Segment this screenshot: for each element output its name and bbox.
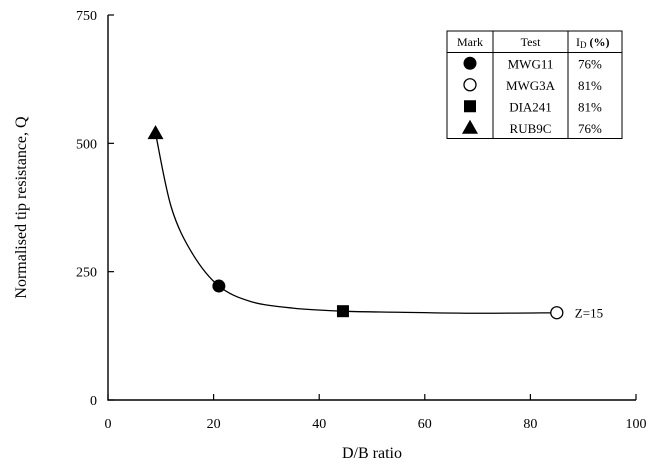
y-tick-label: 0 bbox=[90, 394, 97, 409]
y-tick-label: 500 bbox=[76, 137, 97, 152]
x-axis-label: D/B ratio bbox=[342, 445, 402, 462]
annotation-z15: Z=15 bbox=[575, 306, 603, 321]
x-tick-label: 40 bbox=[312, 417, 326, 432]
legend-id-value: 76% bbox=[578, 121, 602, 136]
x-tick-label: 80 bbox=[523, 417, 537, 432]
legend-test-name: RUB9C bbox=[510, 121, 552, 136]
data-point-mwg3a bbox=[550, 306, 564, 320]
legend-marker-dia241 bbox=[464, 100, 476, 113]
y-axis-label: Normalised tip resistance, Q bbox=[13, 116, 30, 299]
y-tick-label: 750 bbox=[76, 9, 97, 24]
legend-header-test: Test bbox=[521, 35, 541, 49]
trend-curve bbox=[154, 132, 557, 314]
data-markers bbox=[147, 125, 564, 320]
legend-id-value: 81% bbox=[578, 99, 602, 114]
y-tick-label: 250 bbox=[76, 266, 97, 281]
legend-test-name: MWG3A bbox=[506, 78, 556, 93]
x-tick-label: 0 bbox=[105, 417, 112, 432]
data-point-rub9c bbox=[147, 125, 164, 140]
legend-id-value: 76% bbox=[578, 56, 602, 71]
x-tick-label: 60 bbox=[418, 417, 432, 432]
legend-table: Mark Test ID (%) MWG11 76% MWG3A 81% DIA241 81% R… bbox=[446, 30, 623, 139]
legend-header-mark: Mark bbox=[457, 35, 483, 49]
x-tick-label: 20 bbox=[207, 417, 221, 432]
x-tick-label: 100 bbox=[626, 417, 647, 432]
legend-marker-mwg11 bbox=[463, 56, 477, 70]
legend-test-name: DIA241 bbox=[509, 99, 552, 114]
data-point-dia241 bbox=[336, 305, 349, 318]
legend-marker-rub9c bbox=[462, 119, 478, 134]
legend-marker-mwg3a bbox=[463, 78, 477, 92]
legend-header-id: ID (%) bbox=[576, 35, 610, 50]
axis-ticks: 0 20 40 60 80 100 0 250 500 750 bbox=[76, 9, 647, 432]
data-point-mwg11 bbox=[212, 279, 226, 293]
legend-test-name: MWG11 bbox=[508, 56, 554, 71]
legend-id-value: 81% bbox=[578, 78, 602, 93]
